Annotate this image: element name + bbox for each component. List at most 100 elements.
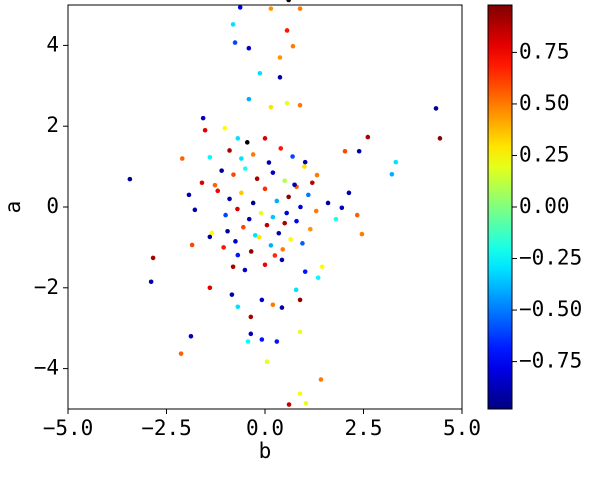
scatter-point <box>268 243 274 248</box>
scatter-point <box>342 148 348 154</box>
scatter-point <box>276 230 282 236</box>
scatter-point <box>242 267 248 273</box>
scatter-point <box>290 43 296 49</box>
colorbar-tick-label: −0.50 <box>519 297 582 321</box>
scatter-point <box>286 194 291 200</box>
scatter-point <box>230 264 236 270</box>
colorbar <box>487 4 513 410</box>
x-tick-label: −2.5 <box>141 416 192 440</box>
scatter-point <box>257 70 263 76</box>
scatter-point <box>290 154 295 159</box>
scatter-point <box>359 231 365 237</box>
scatter-point <box>356 148 362 154</box>
scatter-point <box>192 207 198 213</box>
scatter-point <box>227 196 232 202</box>
scatter-point <box>235 304 241 310</box>
scatter-point <box>297 102 303 108</box>
scatter-point <box>282 220 288 226</box>
scatter-point <box>306 192 311 198</box>
scatter-point <box>222 125 228 131</box>
scatter-point <box>178 351 184 356</box>
scatter-point <box>319 264 325 270</box>
scatter-point <box>239 156 244 161</box>
scatter-point <box>300 241 305 246</box>
scatter-point <box>288 237 293 242</box>
y-tick-label: 4 <box>46 32 59 56</box>
colorbar-tick-label: 0.50 <box>519 91 570 115</box>
scatter-point <box>186 192 192 198</box>
colorbar-tick-label: 0.75 <box>519 39 570 63</box>
scatter-point <box>237 5 243 10</box>
colorbar-tick-label: 0.00 <box>519 194 570 218</box>
scatter-point <box>188 333 194 339</box>
scatter-point <box>297 6 303 11</box>
scatter-point <box>227 148 232 153</box>
scatter-point <box>292 182 297 188</box>
scatter-point <box>266 160 272 165</box>
scatter-point <box>274 198 280 204</box>
x-tick-label: 0.0 <box>246 416 284 440</box>
scatter-point <box>244 140 250 145</box>
scatter-point <box>248 331 254 337</box>
scatter-point <box>235 252 241 258</box>
scatter-point <box>150 255 156 261</box>
scatter-point <box>230 22 236 27</box>
scatter-point <box>259 337 265 342</box>
scatter-point <box>243 166 248 171</box>
scatter-point <box>231 172 236 177</box>
scatter-point <box>302 269 308 274</box>
scatter-point <box>303 401 309 406</box>
scatter-point <box>294 218 299 224</box>
colorbar-tick-label: −0.75 <box>519 349 582 373</box>
scatter-point <box>297 297 303 303</box>
scatter-point <box>270 214 276 220</box>
scatter-point <box>264 222 270 228</box>
scatter-point <box>297 329 303 335</box>
scatter-point <box>278 146 284 151</box>
x-tick-label: −5.0 <box>43 416 94 440</box>
scatter-point <box>219 168 224 173</box>
scatter-point <box>297 391 303 396</box>
plot-frame <box>67 4 463 410</box>
y-tick-label: 0 <box>46 194 59 218</box>
scatter-point <box>246 96 252 102</box>
scatter-point <box>212 182 218 188</box>
scatter-point <box>179 156 185 161</box>
scatter-point <box>277 55 283 60</box>
x-axis-label: b <box>259 439 272 463</box>
scatter-point <box>284 28 290 33</box>
scatter-point <box>232 40 238 45</box>
scatter-point <box>365 134 371 140</box>
scatter-point <box>241 224 246 230</box>
scatter-point <box>270 170 276 175</box>
scatter-point <box>223 212 228 218</box>
scatter-point <box>298 204 303 210</box>
scatter-point <box>293 287 299 293</box>
scatter-point <box>209 230 215 236</box>
scatter-point <box>262 136 268 141</box>
scatter-point <box>279 305 285 310</box>
scatter-point <box>282 178 288 184</box>
scatter-point <box>339 205 345 211</box>
scatter-point <box>284 210 289 216</box>
scatter-point <box>221 245 226 250</box>
y-axis-label: a <box>1 201 25 214</box>
scatter-point <box>189 242 195 248</box>
colorbar-tick-label: 0.25 <box>519 142 570 166</box>
scatter-point <box>286 402 292 407</box>
scatter-point <box>284 100 290 106</box>
scatter-point <box>252 232 258 238</box>
scatter-point <box>286 0 291 3</box>
x-tick-label: 2.5 <box>345 416 383 440</box>
scatter-point <box>262 262 268 268</box>
scatter-point <box>259 297 265 303</box>
x-tick-label: 5.0 <box>443 416 481 440</box>
scatter-point <box>313 208 319 214</box>
scatter-point <box>309 180 315 186</box>
scatter-point <box>437 136 443 141</box>
scatter-point <box>325 200 331 206</box>
scatter-point <box>225 228 230 234</box>
scatter-point <box>233 239 238 244</box>
scatter-point <box>254 176 260 182</box>
